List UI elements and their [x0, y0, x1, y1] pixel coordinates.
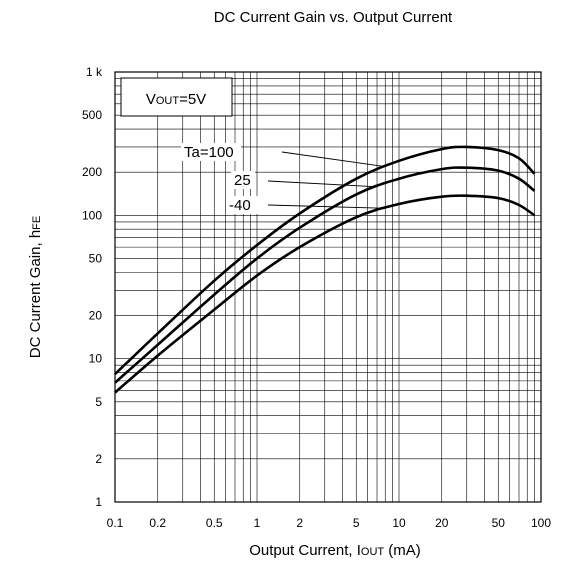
y-axis-label: DC Current Gain, hFE	[27, 216, 44, 358]
y-tick-label: 2	[95, 452, 102, 466]
x-tick-label: 1	[254, 516, 261, 530]
x-tick-label: 20	[435, 516, 449, 530]
series-leader-line	[281, 151, 386, 168]
series-label: 25	[234, 172, 251, 189]
y-tick-label: 200	[82, 165, 102, 179]
y-tick-label: 10	[89, 352, 103, 366]
x-tick-label: 5	[353, 516, 360, 530]
y-tick-label: 20	[89, 309, 103, 323]
y-tick-label: 1	[95, 495, 102, 509]
y-tick-label: 500	[82, 108, 102, 122]
plot-frame	[114, 71, 542, 503]
y-tick-label: 100	[82, 208, 102, 222]
x-tick-label: 0.5	[206, 516, 223, 530]
x-tick-label: 100	[531, 516, 551, 530]
x-tick-label: 50	[492, 516, 506, 530]
series-leader-line	[267, 204, 386, 209]
curve-ta-100	[114, 145, 536, 376]
x-tick-label: 2	[296, 516, 303, 530]
condition-label: VOUT=5V	[146, 91, 206, 108]
y-tick-label: 50	[89, 251, 103, 265]
x-tick-label: 0.1	[107, 516, 124, 530]
chart-title: DC Current Gain vs. Output Current	[214, 9, 453, 26]
series-leader-lines	[267, 151, 386, 209]
series-label: -40	[229, 197, 251, 214]
y-tick-label: 1 k	[86, 65, 103, 79]
series-label: Ta=100	[184, 144, 234, 161]
series-label-backing	[231, 171, 255, 189]
series-leader-line	[267, 180, 378, 188]
x-axis-label: Output Current, IOUT (mA)	[249, 542, 421, 559]
series-label-backing	[226, 196, 259, 214]
series-label-backing	[181, 143, 241, 161]
x-tick-labels: 0.1 0.2 0.5 1 2 5 10 20 50 100	[107, 516, 552, 530]
condition-box-frame	[120, 77, 233, 117]
plot-grid	[115, 72, 541, 502]
condition-box: VOUT=5V	[120, 77, 233, 117]
x-tick-label: 0.2	[149, 516, 166, 530]
x-tick-label: 10	[392, 516, 406, 530]
curve-ta-minus-40	[114, 194, 536, 394]
y-tick-label: 5	[95, 395, 102, 409]
y-tick-labels: 1 2 5 10 20 50 100 200 500 1 k	[82, 65, 103, 509]
